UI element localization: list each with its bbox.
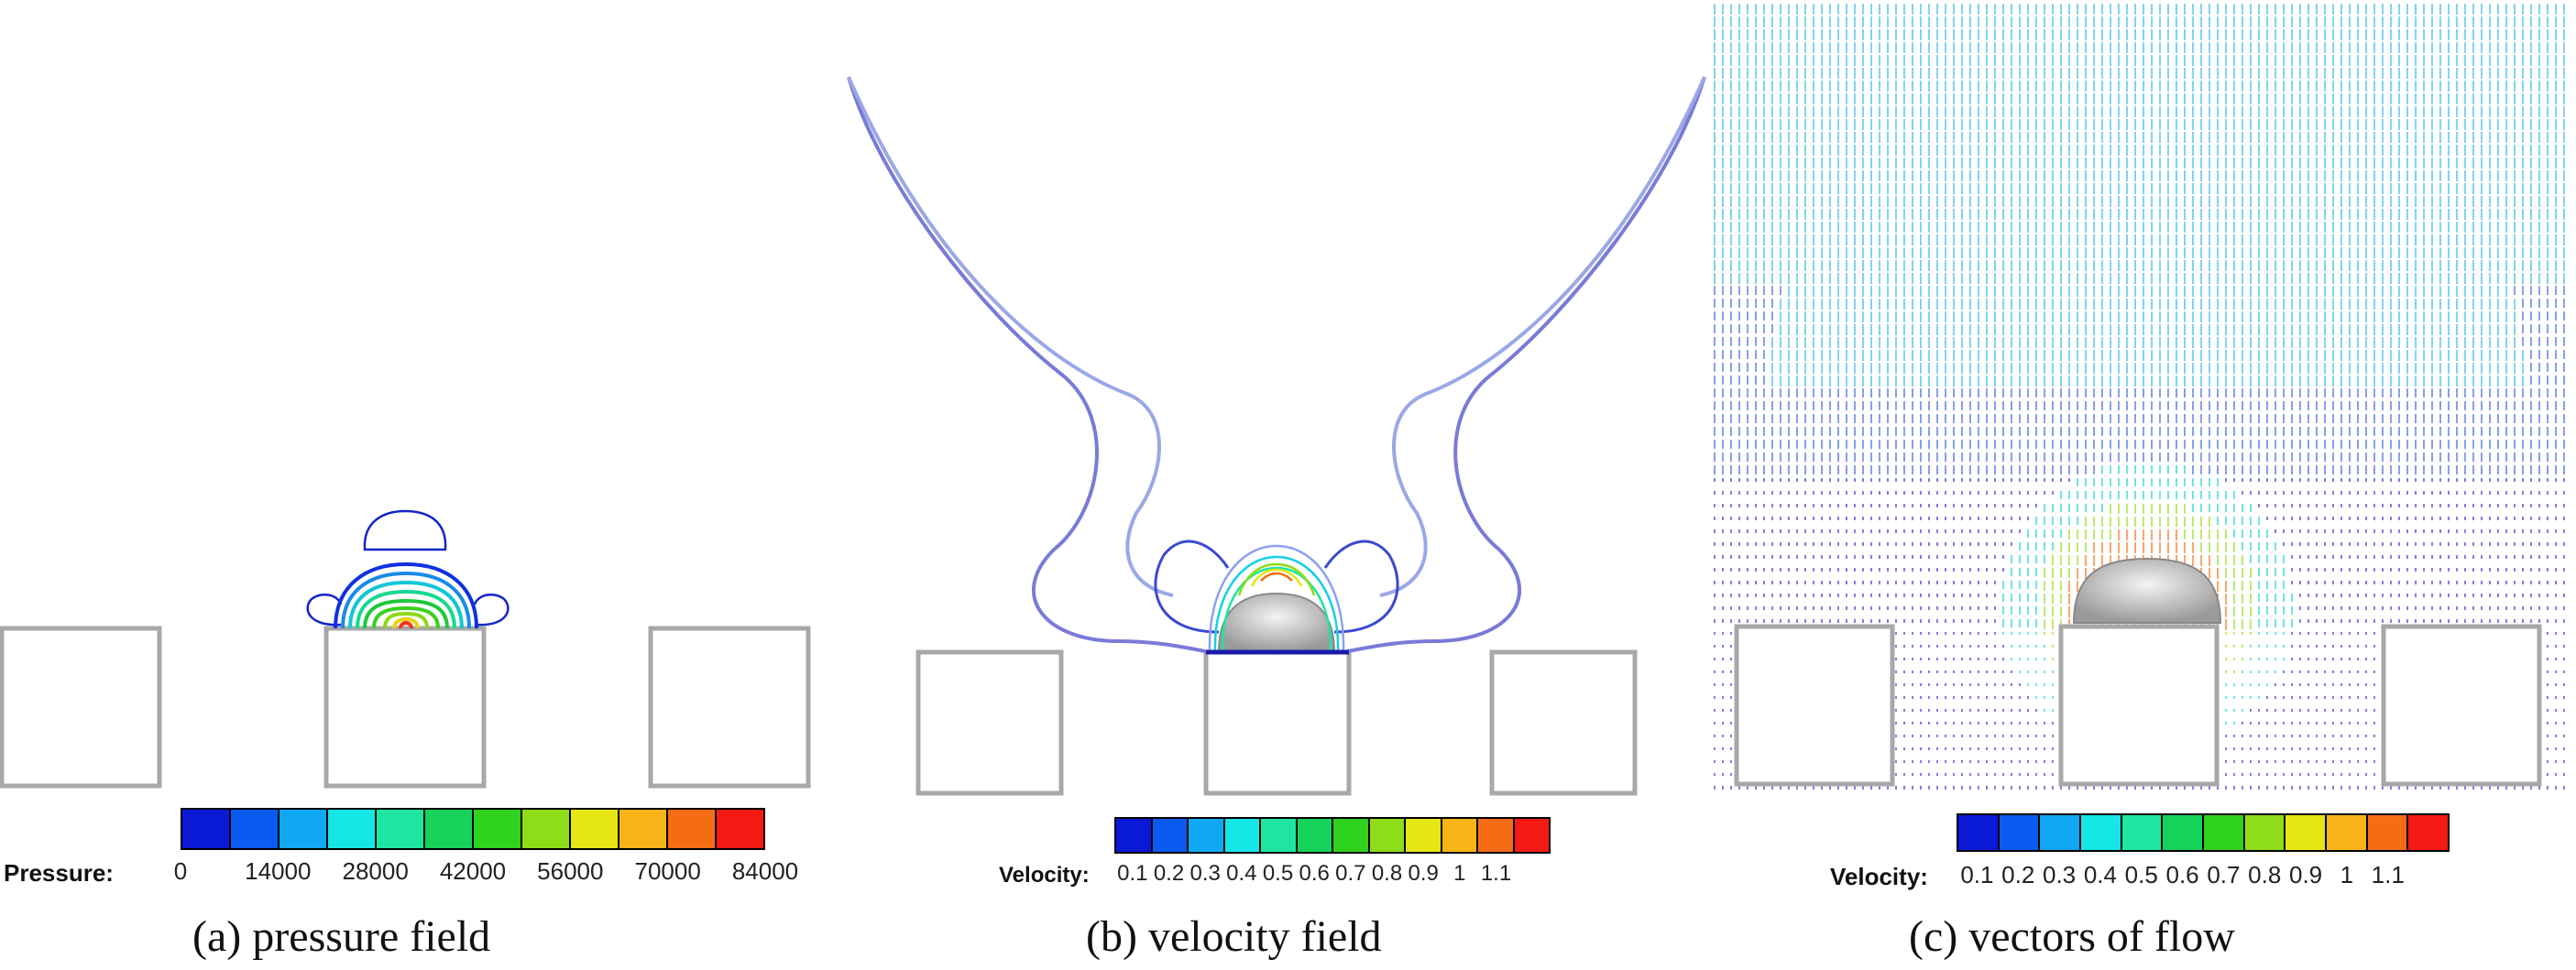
colorbar-cell [1189,819,1225,852]
bubble [1217,592,1336,653]
colorbar-cell [377,810,425,848]
velocity-legend-label: Velocity: [999,863,1090,888]
colorbar-cell [231,810,280,848]
colorbar-cell [1514,819,1549,852]
colorbar-tick-label: 70000 [634,857,701,885]
pressure-contour-left-loop [306,593,343,627]
colorbar-cell [1406,819,1442,852]
velocity-field-panel: Velocity: (b) velocity field 0.1 0.2 0.3 0.… [825,0,1709,970]
block-left [915,649,1064,796]
flow-vectors-panel: Velocity: (c) vectors of flow 0.1 0.2 0.3 0… [1709,0,2576,970]
colorbar-tick-label: 0.3 [1189,861,1221,886]
velocity-contour-outer [847,76,1174,597]
caption-velocity-field: (b) velocity field [1086,912,1382,961]
velocity-contour-outer [847,76,1211,654]
colorbar-tick-label: 42000 [439,857,507,885]
block-center [323,626,487,789]
colorbar-cell [571,810,619,848]
pressure-field-plot [0,509,811,789]
colorbar-cell [717,810,763,848]
velocity-contour-outer [1379,76,1706,597]
colorbar-cell [668,810,717,848]
block-right [648,626,811,789]
flow-vector-field [1714,4,2565,790]
colorbar-cell [1261,819,1298,852]
colorbar-tick-label: 0.1 [1117,861,1148,886]
block-center [1203,649,1352,796]
velocity-colorbar [1114,817,1551,854]
colorbar-cell [619,810,668,848]
colorbar-tick-label: 0.8 [1371,861,1403,886]
pressure-colorbar [181,808,765,850]
caption-pressure-field: (a) pressure field [192,912,491,961]
colorbar-tick-label: 14000 [245,857,312,885]
velocity-contour-right-loop [1323,539,1399,634]
block-right [1489,649,1638,796]
block-left [0,626,162,789]
colorbar-cell [1369,819,1406,852]
velocity-contours-core [1208,544,1345,653]
colorbar-cell [1152,819,1189,852]
velocity-contour-left-loop [1154,539,1230,634]
colorbar-tick-label: 0.9 [1408,861,1439,886]
colorbar-cell [1441,819,1478,852]
colorbar-tick-label: 0.5 [1262,861,1294,886]
colorbar-tick-label: 0.6 [1299,861,1330,886]
colorbar-cell [328,810,377,848]
velocity-field-plot [847,76,1706,796]
pressure-contour-top [363,509,447,551]
colorbar-cell [280,810,328,848]
colorbar-cell [1224,819,1261,852]
colorbar-tick-label: 0.2 [1153,861,1185,886]
pressure-contour-right-loop [473,593,510,627]
colorbar-cell [1116,819,1153,852]
colorbar-tick-label: 28000 [342,857,409,885]
colorbar-tick-label: 84000 [731,857,799,885]
colorbar-cell [1297,819,1333,852]
colorbar-tick-label: 0.4 [1226,861,1257,886]
colorbar-cell [522,810,571,848]
colorbar-tick-label: 1 [1453,861,1466,886]
colorbar-tick-label: 0 [173,857,188,885]
flow-vectors-plot [1711,0,2572,790]
colorbar-cell [182,810,231,848]
colorbar-cell [425,810,474,848]
pressure-contours-core [334,561,478,629]
colorbar-tick-label: 56000 [537,857,604,885]
colorbar-tick-label: 0.7 [1335,861,1366,886]
velocity-contour-outer [1343,76,1706,654]
pressure-legend-label: Pressure: [4,859,114,887]
pressure-field-panel: Pressure: (a) pressure field 0 14000 28000… [0,0,825,970]
vector-region-upper [1711,0,2572,476]
colorbar-cell [1333,819,1370,852]
colorbar-cell [1478,819,1515,852]
colorbar-tick-label: 1.1 [1480,861,1512,886]
colorbar-cell [474,810,522,848]
